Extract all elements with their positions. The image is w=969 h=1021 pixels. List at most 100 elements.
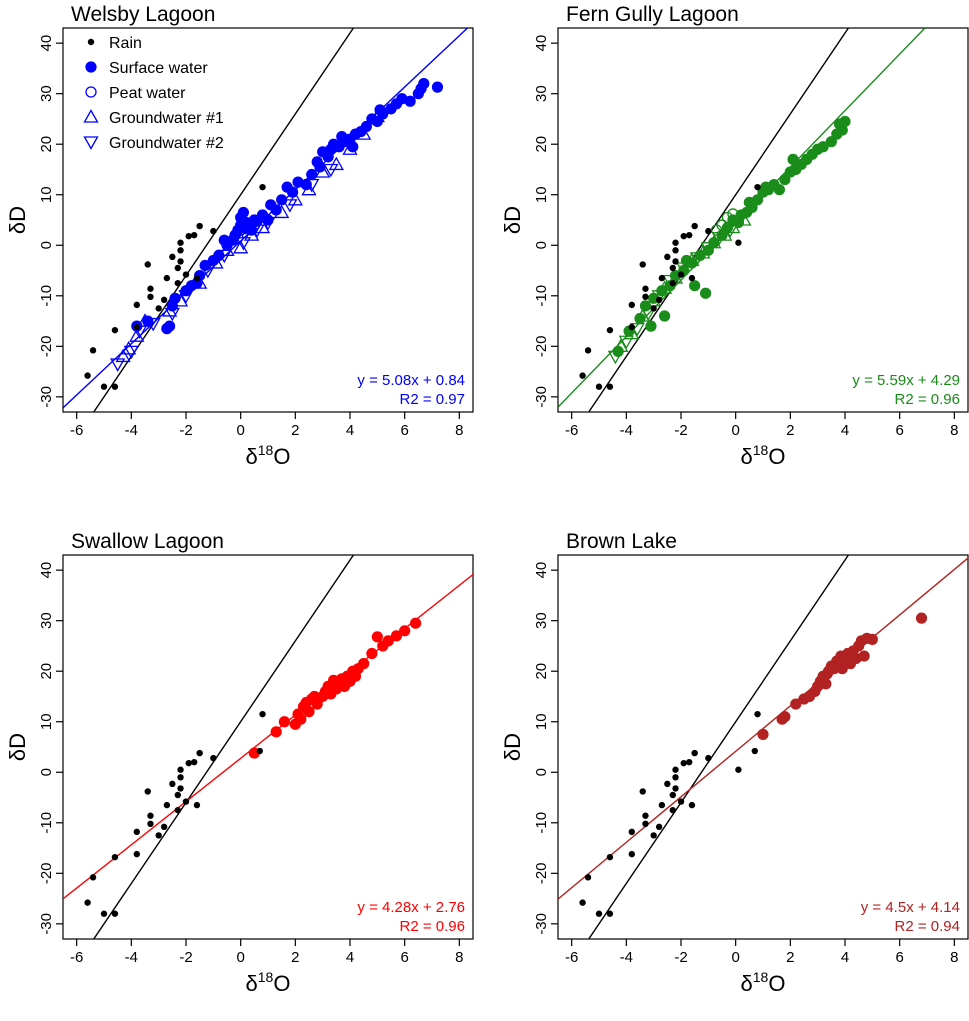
x-tick-label: 4	[841, 949, 849, 966]
y-tick-label: 0	[38, 241, 55, 249]
surface-water-point	[779, 711, 791, 723]
surface-water-point	[760, 181, 772, 193]
y-tick-label: -30	[533, 913, 550, 935]
surface-water-point	[199, 259, 211, 272]
surface-water-point	[164, 320, 176, 332]
rain-point	[658, 801, 666, 809]
x-tick-label: 4	[346, 949, 354, 966]
legend-label: Peat water	[109, 85, 186, 102]
rain-point	[751, 747, 758, 755]
x-tick-label: -6	[70, 422, 83, 439]
surface-water-point	[431, 81, 444, 93]
y-tick-label: 10	[38, 713, 55, 730]
rain-point	[133, 323, 140, 331]
rain-point	[182, 798, 190, 805]
surface-water-point	[404, 95, 416, 107]
groundwater-1-point	[328, 156, 344, 171]
rain-point	[595, 910, 603, 917]
gmwl-line	[588, 555, 849, 939]
surface-water-point	[300, 696, 312, 709]
x-tick-label: 8	[455, 949, 463, 966]
r-squared-label: R2 = 0.97	[400, 391, 465, 408]
surface-water-point	[656, 285, 668, 297]
rain-point	[672, 239, 679, 246]
y-tick-label: 30	[533, 612, 550, 629]
rain-point	[639, 788, 646, 795]
rain-point	[754, 183, 761, 191]
surface-water-point	[265, 199, 277, 211]
rain-point	[672, 247, 679, 254]
surface-water-point	[858, 650, 870, 662]
rain-point	[628, 323, 635, 331]
groundwater-2-point	[323, 163, 339, 178]
rain-point	[147, 812, 154, 819]
legend-item: Groundwater #1	[83, 109, 224, 127]
surface-water-point	[251, 215, 263, 227]
y-tick-label: -10	[533, 812, 550, 834]
rain-point	[606, 326, 614, 334]
surface-water-point	[303, 706, 315, 718]
rain-point	[642, 285, 649, 292]
x-tick-label: -6	[70, 949, 83, 966]
surface-water-point	[790, 698, 802, 710]
y-tick-label: -30	[38, 386, 55, 408]
plot-area	[63, 28, 468, 412]
surface-water-point	[839, 115, 851, 128]
rain-point	[174, 806, 181, 814]
surface-water-point	[700, 287, 712, 299]
r-squared-label: R2 = 0.96	[400, 918, 465, 935]
surface-water-point	[639, 300, 652, 312]
y-tick-label: 10	[533, 713, 550, 730]
rain-point	[256, 747, 263, 755]
rain-point	[688, 274, 696, 282]
legend-item: Peat water	[85, 85, 186, 102]
surface-water-point	[866, 633, 878, 645]
y-tick-label: -10	[38, 285, 55, 307]
rain-point	[606, 910, 614, 917]
rain-point	[174, 264, 181, 272]
rain-point	[686, 231, 693, 239]
x-tick-label: -4	[125, 422, 138, 439]
rain-point	[705, 227, 712, 235]
rain-point	[144, 261, 151, 268]
rain-point	[100, 910, 108, 917]
legend-item: Surface water	[85, 60, 208, 77]
surface-water-point	[371, 631, 383, 643]
surface-water-point	[270, 726, 282, 738]
y-tick-label: -20	[38, 335, 55, 357]
rain-point	[669, 806, 676, 814]
rain-point	[185, 759, 192, 767]
groundwater-2-point	[110, 358, 126, 372]
surface-water-point	[399, 625, 411, 637]
surface-water-point	[694, 249, 706, 261]
rain-point	[579, 899, 586, 906]
rain-point	[672, 258, 679, 265]
surface-water-point	[410, 617, 422, 629]
rain-point	[669, 791, 676, 799]
regression-equation: y = 4.5x + 4.14	[861, 899, 960, 916]
rain-point	[169, 253, 176, 261]
rain-point	[163, 274, 171, 282]
y-tick-label: 20	[533, 136, 550, 153]
x-tick-label: -2	[179, 949, 192, 966]
surface-water-point	[328, 674, 340, 686]
legend: Rain Surface water Peat water Groundwater #…	[83, 35, 224, 152]
legend-label: Surface water	[109, 60, 208, 77]
rain-point	[628, 850, 635, 858]
x-tick-label: 2	[291, 422, 299, 439]
legend-surface-marker	[85, 61, 97, 73]
surface-water-point	[262, 214, 274, 226]
surface-water-point	[415, 83, 427, 95]
panel-fern-gully-lagoon: Fern Gully Lagoon-6 -4 -2 0 2 4 6 8-30-20-10010…	[500, 3, 969, 469]
y-tick-label: 30	[38, 612, 55, 629]
y-tick-label: 0	[533, 768, 550, 776]
x-tick-label: 6	[895, 949, 903, 966]
rain-point	[655, 296, 663, 304]
y-tick-label: 20	[38, 136, 55, 153]
y-axis-label: δD	[5, 206, 30, 234]
rain-point	[111, 326, 119, 334]
surface-water-point	[295, 713, 307, 725]
rain-point	[177, 258, 184, 265]
rain-point	[669, 279, 676, 287]
